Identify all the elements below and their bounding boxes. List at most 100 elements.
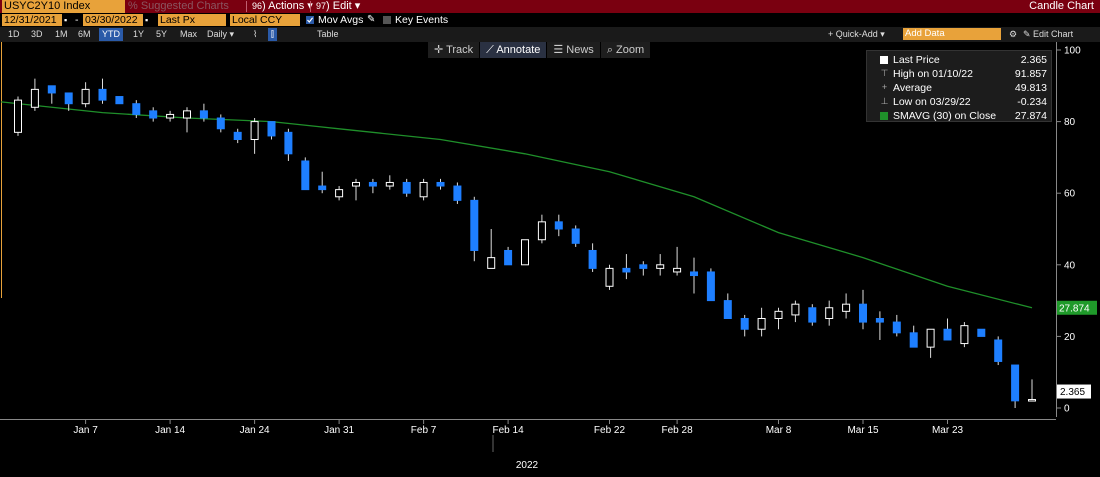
line-chart-icon[interactable]: ⌇ bbox=[253, 29, 258, 39]
candle-body-up bbox=[183, 110, 191, 119]
candle bbox=[216, 114, 225, 133]
candle-chart-icon[interactable]: ⫿ bbox=[268, 28, 277, 41]
candle bbox=[470, 196, 479, 262]
key-events-checkbox[interactable] bbox=[383, 16, 391, 24]
currency-select[interactable]: Local CCY bbox=[230, 14, 300, 26]
candle-body-up bbox=[30, 88, 39, 108]
period-max[interactable]: Max bbox=[180, 29, 198, 39]
candle-body-down bbox=[740, 318, 749, 330]
dash-separator: - bbox=[75, 14, 79, 26]
candle bbox=[250, 118, 259, 154]
title-bar: USYC2Y10 Index % Suggested Charts 96) Ac… bbox=[0, 0, 1100, 13]
suggested-charts-icon: % bbox=[128, 0, 141, 12]
candle bbox=[318, 171, 327, 194]
calendar-icon[interactable]: ▪ bbox=[64, 15, 68, 25]
period-ytd[interactable]: YTD bbox=[99, 28, 123, 41]
edit-chart-button[interactable]: ✎ Edit Chart bbox=[1023, 28, 1073, 41]
y-tick-label: 0 bbox=[1064, 404, 1070, 415]
candle-body-down bbox=[706, 271, 715, 302]
candle-body-down bbox=[723, 300, 732, 320]
legend-box: Last Price 2.365 ⊤ High on 01/10/22 91.8… bbox=[866, 50, 1052, 122]
legend-value: 91.857 bbox=[1014, 68, 1047, 80]
candle-body-up bbox=[960, 325, 969, 345]
candle-body-down bbox=[368, 181, 377, 187]
candle bbox=[149, 107, 158, 122]
candle bbox=[352, 178, 360, 201]
candle bbox=[740, 314, 749, 337]
period-1m[interactable]: 1M bbox=[55, 29, 68, 39]
zoom-tool[interactable]: ⌕ Zoom bbox=[601, 42, 652, 58]
frequency-select[interactable]: Daily ▾ bbox=[204, 28, 237, 41]
annotate-tool[interactable]: ⟋ Annotate bbox=[480, 42, 548, 58]
period-bar: 1D 3D 1M 6M YTD 1Y 5Y Max Daily ▾ ⌇ ⫿ Ta… bbox=[0, 27, 1100, 42]
candle-body-down bbox=[808, 307, 817, 323]
x-tick-label: Feb 14 bbox=[493, 425, 525, 436]
year-label: 2022 bbox=[516, 460, 539, 471]
edit-chart-label: Edit Chart bbox=[1033, 29, 1074, 39]
quick-add-button[interactable]: + Quick-Add ▾ bbox=[828, 28, 885, 41]
candle-body-up bbox=[81, 88, 90, 105]
candle bbox=[436, 178, 445, 190]
candle-body-down bbox=[588, 249, 597, 269]
period-1y[interactable]: 1Y bbox=[133, 29, 145, 39]
candle-body-up bbox=[1028, 399, 1036, 402]
news-tool[interactable]: ☰ News bbox=[547, 42, 601, 58]
period-3d[interactable]: 3D bbox=[31, 29, 43, 39]
candle-body-down bbox=[216, 117, 225, 130]
candle bbox=[588, 243, 597, 272]
suggested-charts-label: Suggested Charts bbox=[140, 0, 229, 12]
candle-body-up bbox=[166, 113, 175, 119]
candle bbox=[385, 175, 394, 190]
actions-menu[interactable]: 96) Actions ▾ bbox=[252, 0, 313, 13]
frequency-label: Daily bbox=[207, 29, 228, 39]
candle-body-up bbox=[673, 267, 682, 273]
mov-avgs-checkbox[interactable] bbox=[306, 16, 314, 24]
candle-body-down bbox=[436, 181, 445, 187]
x-tick-label: Jan 14 bbox=[155, 425, 185, 436]
candle bbox=[504, 246, 513, 266]
candle bbox=[909, 325, 918, 348]
candle bbox=[14, 96, 22, 136]
candle bbox=[943, 318, 952, 341]
track-tool[interactable]: ✛ Track bbox=[428, 42, 481, 58]
ticker-field[interactable]: USYC2Y10 Index bbox=[2, 0, 125, 13]
candles-layer bbox=[14, 78, 1036, 408]
x-tick-label: Feb 22 bbox=[594, 425, 626, 436]
candle bbox=[926, 328, 935, 358]
gear-icon[interactable]: ⚙ bbox=[1009, 29, 1018, 39]
candle bbox=[487, 229, 496, 269]
candle-body-down bbox=[64, 92, 73, 105]
table-button[interactable]: Table bbox=[317, 29, 339, 39]
chevron-down-icon: ▾ bbox=[351, 0, 361, 12]
candle-body-up bbox=[419, 181, 428, 198]
candle bbox=[64, 92, 73, 111]
zoom-label: Zoom bbox=[616, 44, 645, 56]
legend-label: SMAVG (30) on Close bbox=[893, 110, 997, 122]
edit-menu[interactable]: 97) Edit ▾ bbox=[316, 0, 360, 13]
x-tick-label: Jan 24 bbox=[240, 425, 270, 436]
y-tick-label: 100 bbox=[1064, 46, 1081, 57]
legend-last-price[interactable]: Last Price 2.365 bbox=[867, 53, 1053, 67]
period-5y[interactable]: 5Y bbox=[156, 29, 168, 39]
pencil-icon[interactable]: ✎ bbox=[367, 14, 376, 25]
period-1d[interactable]: 1D bbox=[8, 29, 20, 39]
candle bbox=[183, 107, 191, 133]
edit-number: 97 bbox=[316, 1, 327, 11]
candle-body-down bbox=[554, 221, 563, 230]
candle bbox=[656, 254, 665, 276]
add-data-input[interactable]: Add Data bbox=[903, 28, 1001, 40]
candle bbox=[605, 264, 614, 290]
period-6m[interactable]: 6M bbox=[78, 29, 91, 39]
candle bbox=[808, 304, 817, 326]
candle-body-up bbox=[352, 181, 360, 187]
chart-toolbar: ✛ Track ⟋ Annotate ☰ News ⌕ Zoom bbox=[428, 42, 652, 58]
candle-body-up bbox=[825, 307, 834, 320]
start-date-field[interactable]: 12/31/2021 bbox=[2, 14, 62, 26]
calendar-icon[interactable]: ▪ bbox=[145, 15, 149, 25]
suggested-charts-button[interactable]: % Suggested Charts bbox=[128, 0, 229, 13]
candle-body-down bbox=[115, 96, 124, 105]
end-date-field[interactable]: 03/30/2022 bbox=[83, 14, 143, 26]
legend-sma[interactable]: SMAVG (30) on Close 27.874 bbox=[867, 109, 1053, 123]
candle bbox=[875, 311, 884, 340]
field-select[interactable]: Last Px bbox=[158, 14, 226, 26]
